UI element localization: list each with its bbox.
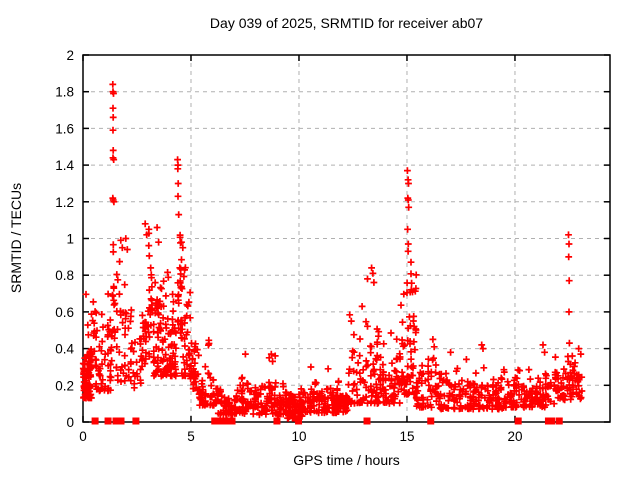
- svg-text:1.6: 1.6: [55, 121, 74, 136]
- svg-text:2: 2: [66, 48, 74, 63]
- chart-title: Day 039 of 2025, SRMTID for receiver ab0…: [209, 15, 484, 31]
- svg-text:0: 0: [79, 429, 87, 444]
- svg-text:0: 0: [66, 415, 74, 430]
- svg-text:0.2: 0.2: [55, 378, 74, 393]
- svg-text:1.8: 1.8: [55, 85, 74, 100]
- svg-text:0.6: 0.6: [55, 305, 74, 320]
- svg-text:0.8: 0.8: [55, 268, 74, 283]
- svg-text:20: 20: [507, 429, 522, 444]
- svg-text:1.2: 1.2: [55, 195, 74, 210]
- svg-text:15: 15: [399, 429, 414, 444]
- svg-text:0.4: 0.4: [55, 342, 74, 357]
- svg-text:5: 5: [187, 429, 195, 444]
- svg-text:1.4: 1.4: [55, 158, 74, 173]
- svg-text:10: 10: [291, 429, 306, 444]
- svg-text:1: 1: [66, 232, 74, 247]
- x-axis-label: GPS time / hours: [293, 452, 400, 468]
